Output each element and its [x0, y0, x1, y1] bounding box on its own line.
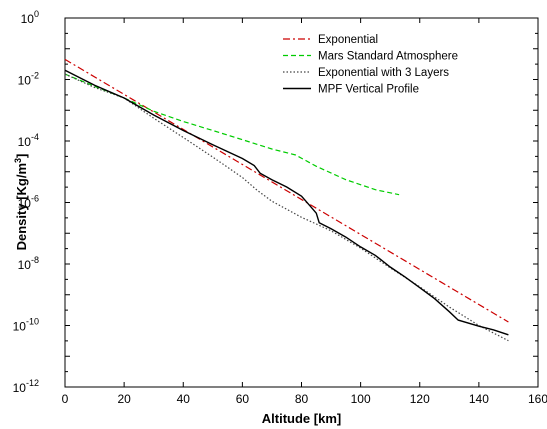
y-tick-label: 10-4: [18, 132, 39, 149]
y-tick-label-base: 10: [18, 197, 32, 211]
y-tick-label: 10-12: [13, 378, 39, 395]
x-tick-label: 120: [410, 392, 430, 406]
y-tick-label-base: 10: [13, 381, 27, 395]
y-tick-label-exponent: 0: [34, 9, 39, 19]
y-axis-title-main: Density [Kg/m: [14, 163, 29, 250]
y-tick-label-base: 10: [13, 320, 27, 334]
y-tick-label-exponent: -2: [31, 71, 39, 81]
y-tick-label-exponent: -4: [31, 132, 39, 142]
plot-area: [64, 17, 539, 388]
legend: Exponential Mars Standard Atmosphere Expon…: [283, 34, 458, 96]
x-tick-label: 40: [177, 392, 191, 406]
y-tick-label: 100: [21, 9, 39, 26]
y-axis-title: Density [Kg/m3]: [13, 154, 29, 251]
series-lines: [64, 58, 509, 342]
y-tick-label-base: 10: [18, 135, 32, 149]
legend-label: MPF Vertical Profile: [318, 84, 419, 96]
x-tick-label: 20: [117, 392, 131, 406]
mars-standard-atmosphere-line: [64, 73, 400, 196]
y-tick-label-base: 10: [21, 12, 35, 26]
y-tick-label: 10-2: [18, 71, 39, 88]
x-tick-label: 60: [236, 392, 250, 406]
y-tick-label-exponent: -12: [26, 378, 39, 388]
y-tick-label-base: 10: [18, 74, 32, 88]
x-tick-label: 80: [295, 392, 309, 406]
y-tick-label-exponent: -8: [31, 255, 39, 265]
exponential-line: [64, 58, 509, 323]
x-tick-label: 140: [469, 392, 489, 406]
y-tick-label-exponent: -6: [31, 194, 39, 204]
x-tick-label: 0: [62, 392, 69, 406]
legend-label: Mars Standard Atmosphere: [318, 51, 458, 63]
axis-ticks: 0 20 40 60 80 100 120 140 16010010-210-410-610-8…: [13, 9, 547, 406]
exponential-with-3-layers-line: [64, 73, 509, 342]
y-tick-label-base: 10: [18, 258, 32, 272]
y-tick-label: 10-6: [18, 194, 39, 211]
y-axis-title-sup: 3: [13, 158, 23, 163]
mpf-vertical-profile-line: [64, 69, 509, 336]
x-axis-title: Altitude [km]: [262, 411, 341, 426]
y-tick-label: 10-10: [13, 317, 39, 334]
y-axis-title-close: ]: [14, 154, 29, 158]
y-tick-label: 10-8: [18, 255, 39, 272]
y-tick-label-exponent: -10: [26, 317, 39, 327]
x-tick-label: 100: [351, 392, 371, 406]
legend-label: Exponential with 3 Layers: [318, 67, 449, 79]
x-tick-label: 160: [528, 392, 547, 406]
legend-label: Exponential: [318, 34, 378, 46]
